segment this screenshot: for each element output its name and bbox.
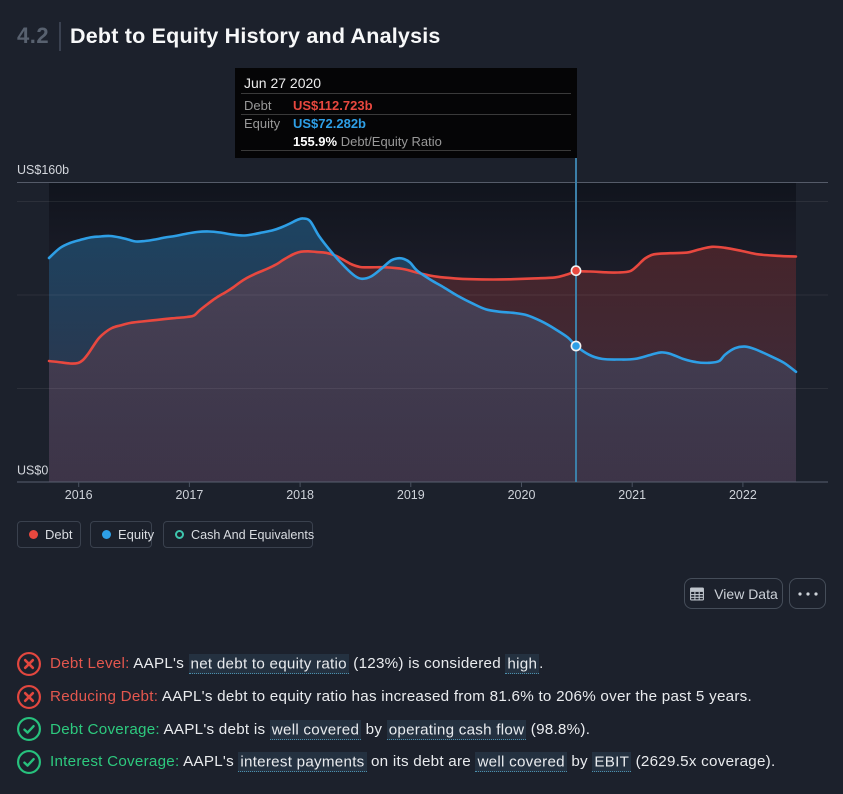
svg-text:2018: 2018 [286, 488, 314, 502]
svg-text:2016: 2016 [65, 488, 93, 502]
svg-text:2019: 2019 [397, 488, 425, 502]
svg-text:2020: 2020 [508, 488, 536, 502]
svg-text:2022: 2022 [729, 488, 757, 502]
svg-text:US$0: US$0 [17, 464, 48, 478]
svg-text:2017: 2017 [175, 488, 203, 502]
svg-text:2021: 2021 [618, 488, 646, 502]
svg-text:US$160b: US$160b [17, 163, 69, 177]
